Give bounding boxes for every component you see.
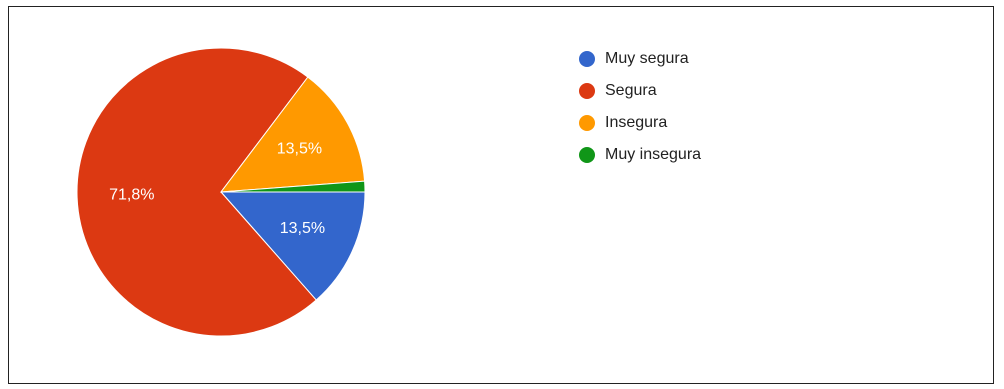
pie-chart: 13,5% 71,8% 13,5%	[76, 47, 366, 337]
legend-item-insegura[interactable]: Insegura	[579, 111, 701, 135]
chart-frame: 13,5% 71,8% 13,5% Muy segura Segura Insegu…	[8, 6, 994, 384]
legend-label-insegura: Insegura	[605, 114, 668, 131]
legend-item-segura[interactable]: Segura	[579, 79, 701, 103]
pie-slice-insegura[interactable]	[219, 76, 366, 193]
pie-slice-muy-segura[interactable]	[219, 191, 366, 301]
legend-label-muy-insegura: Muy insegura	[605, 146, 702, 163]
legend-label-muy-segura: Muy segura	[605, 50, 689, 67]
legend-dot-segura	[579, 83, 595, 99]
pie-slice-label-muy-segura: 13,5%	[280, 220, 325, 237]
pie-slice-label-segura: 71,8%	[109, 187, 154, 204]
pie-slice-labels: 13,5% 71,8% 13,5%	[109, 140, 325, 237]
pie-slice-label-insegura: 13,5%	[277, 140, 322, 157]
pie-slices	[76, 47, 366, 337]
legend-item-muy-insegura[interactable]: Muy insegura	[579, 143, 701, 167]
legend-dot-muy-insegura	[579, 147, 595, 163]
legend: Muy segura Segura Insegura Muy insegura	[579, 47, 701, 175]
legend-item-muy-segura[interactable]: Muy segura	[579, 47, 701, 71]
pie-slice-muy-insegura[interactable]	[220, 180, 366, 193]
legend-dot-insegura	[579, 115, 595, 131]
legend-label-segura: Segura	[605, 82, 657, 99]
legend-dot-muy-segura	[579, 51, 595, 67]
pie-slice-segura[interactable]	[76, 47, 317, 337]
